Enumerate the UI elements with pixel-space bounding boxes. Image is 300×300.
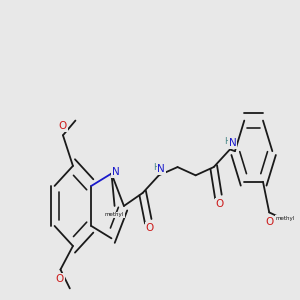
Text: O: O <box>215 199 224 209</box>
Text: methyl: methyl <box>105 212 124 217</box>
Text: methyl: methyl <box>276 216 295 221</box>
Text: N: N <box>158 164 165 174</box>
Text: H: H <box>153 163 160 172</box>
Text: H: H <box>224 137 231 146</box>
Text: O: O <box>266 217 274 227</box>
Text: O: O <box>56 274 64 284</box>
Text: N: N <box>112 167 120 177</box>
Text: N: N <box>229 138 236 148</box>
Text: O: O <box>146 223 154 233</box>
Text: O: O <box>59 121 67 131</box>
